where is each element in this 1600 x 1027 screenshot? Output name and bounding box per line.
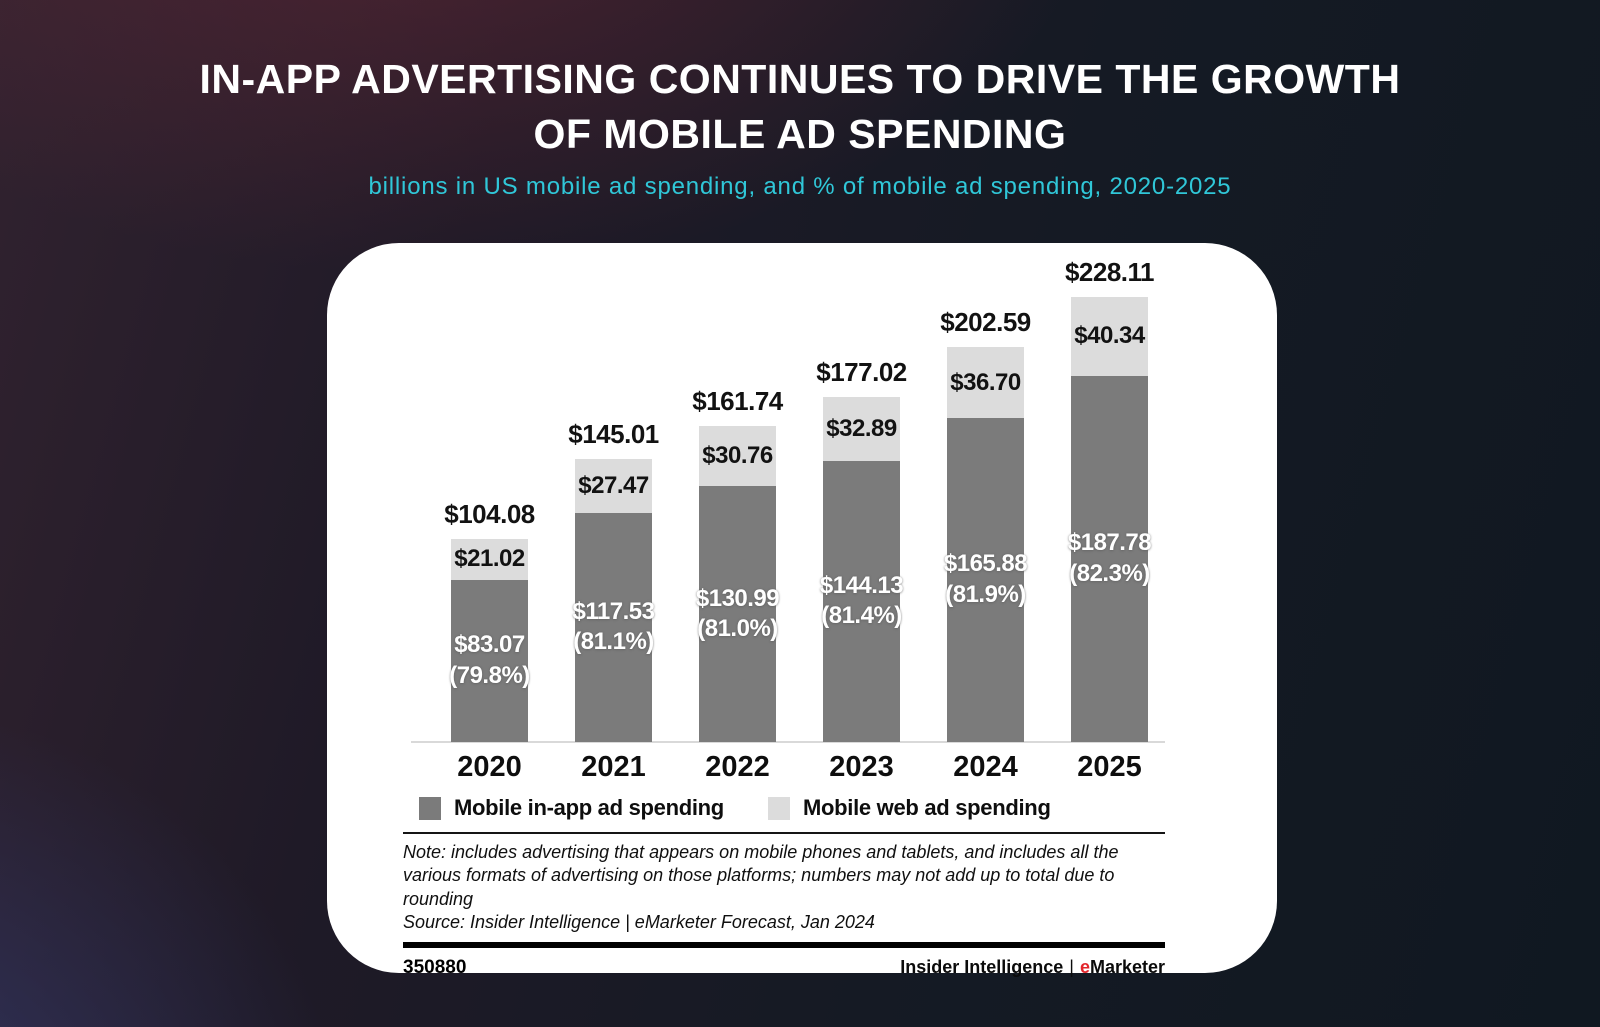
inapp-value-label-2021: $117.53 (572, 597, 655, 625)
brand-insider-intelligence: Insider Intelligence (900, 956, 1064, 977)
brand-separator: | (1069, 956, 1074, 977)
web-value-label-2021: $27.47 (578, 471, 649, 499)
bar-segment-inapp-2021: $117.53 (81.1%) (572, 512, 655, 742)
legend-label-web: Mobile web ad spending (802, 795, 1051, 820)
web-value-label-2020: $21.02 (454, 545, 525, 573)
inapp-value-label-2025: $187.78 (1067, 529, 1152, 557)
total-label-2023: $177.02 (816, 356, 907, 387)
footer: 350880 Insider Intelligence | eMarketer (403, 957, 1165, 979)
x-axis-line (411, 741, 1165, 743)
header: IN-APP ADVERTISING CONTINUES TO DRIVE TH… (0, 0, 1600, 201)
legend-item-inapp: Mobile in-app ad spending (419, 795, 724, 821)
bar-group-2024: $202.59 $36.70 $165.88 (81.9%) 2024 (940, 307, 1031, 783)
bar-segment-inapp-2022: $130.99 (81.0%) (695, 486, 780, 742)
legend-label-inapp: Mobile in-app ad spending (454, 795, 724, 820)
chart-card-inner: $104.08 $21.02 $83.07 (79.8%) 2020 $145.01 $27… (403, 243, 1165, 978)
page-subtitle: billions in US mobile ad spending, and %… (368, 172, 1232, 200)
total-label-2024: $202.59 (940, 306, 1031, 337)
bar-segment-inapp-2020: $83.07 (79.8%) (449, 579, 530, 742)
bar-segment-web-2022: $30.76 (699, 426, 776, 487)
x-axis-label-2025: 2025 (1077, 751, 1142, 783)
inapp-pct-label-2020: (79.8%) (449, 661, 530, 689)
footer-rule (403, 941, 1165, 948)
inapp-value-label-2022: $130.99 (695, 584, 780, 612)
brand-emarketer-rest: Marketer (1089, 956, 1165, 977)
inapp-pct-label-2021: (81.1%) (573, 628, 654, 656)
bar-group-2020: $104.08 $21.02 $83.07 (79.8%) 2020 (444, 499, 535, 783)
legend-item-web: Mobile web ad spending (767, 795, 1051, 821)
inapp-pct-label-2023: (81.4%) (821, 602, 902, 630)
chart-card: $104.08 $21.02 $83.07 (79.8%) 2020 $145.01 $27… (327, 243, 1277, 978)
inapp-value-label-2020: $83.07 (454, 631, 525, 659)
total-label-2021: $145.01 (568, 419, 659, 450)
web-value-label-2022: $30.76 (702, 442, 773, 470)
source-text: Source: Insider Intelligence | eMarketer… (403, 912, 875, 933)
note-text: Note: includes advertising that appears … (403, 842, 1119, 909)
brand-lockup: Insider Intelligence | eMarketer (900, 957, 1165, 978)
bar-segment-web-2025: $40.34 (1071, 296, 1148, 376)
chart-plot: $104.08 $21.02 $83.07 (79.8%) 2020 $145.01 $27… (403, 243, 1165, 783)
total-label-2025: $228.11 (1064, 256, 1155, 287)
bar-group-2022: $161.74 $30.76 $130.99 (81.0%) 2022 (692, 386, 783, 783)
bar-segment-inapp-2025: $187.78 (82.3%) (1067, 375, 1152, 742)
inapp-pct-label-2022: (81.0%) (697, 615, 778, 643)
bar-segment-web-2024: $36.70 (947, 346, 1024, 419)
x-axis-label-2023: 2023 (829, 751, 894, 783)
bar-segment-web-2023: $32.89 (823, 396, 900, 461)
web-value-label-2023: $32.89 (826, 414, 897, 442)
bar-group-2025: $228.11 $40.34 $187.78 (82.3%) 2025 (1065, 257, 1155, 783)
chart-id: 350880 (403, 956, 467, 978)
bar-segment-web-2021: $27.47 (575, 459, 652, 513)
total-label-2022: $161.74 (692, 386, 783, 417)
page-title-line1: IN-APP ADVERTISING CONTINUES TO DRIVE TH… (199, 56, 1401, 102)
x-axis-label-2021: 2021 (581, 751, 646, 783)
inapp-value-label-2024: $165.88 (943, 550, 1028, 578)
x-axis-label-2024: 2024 (953, 751, 1018, 783)
total-label-2020: $104.08 (444, 498, 535, 529)
inapp-value-label-2023: $144.13 (819, 571, 904, 599)
web-value-label-2024: $36.70 (950, 368, 1021, 396)
bar-segment-web-2020: $21.02 (451, 538, 528, 580)
brand-emarketer-e: e (1079, 956, 1090, 977)
bar-group-2023: $177.02 $32.89 $144.13 (81.4%) 2023 (816, 357, 907, 783)
x-axis-label-2022: 2022 (705, 751, 770, 783)
inapp-pct-label-2025: (82.3%) (1069, 559, 1150, 587)
bar-segment-inapp-2023: $144.13 (81.4%) (819, 460, 904, 742)
legend-swatch-web-icon (767, 796, 790, 820)
bar-group-2021: $145.01 $27.47 $117.53 (81.1%) 2021 (568, 419, 659, 783)
bar-segment-inapp-2024: $165.88 (81.9%) (943, 418, 1028, 742)
web-value-label-2025: $40.34 (1074, 322, 1145, 350)
legend-swatch-inapp-icon (419, 796, 441, 820)
inapp-pct-label-2024: (81.9%) (945, 581, 1026, 609)
page-title-line2: OF MOBILE AD SPENDING (533, 111, 1067, 158)
note-divider (403, 832, 1165, 834)
x-axis-label-2020: 2020 (457, 751, 522, 783)
legend: Mobile in-app ad spending Mobile web ad … (403, 795, 1165, 821)
